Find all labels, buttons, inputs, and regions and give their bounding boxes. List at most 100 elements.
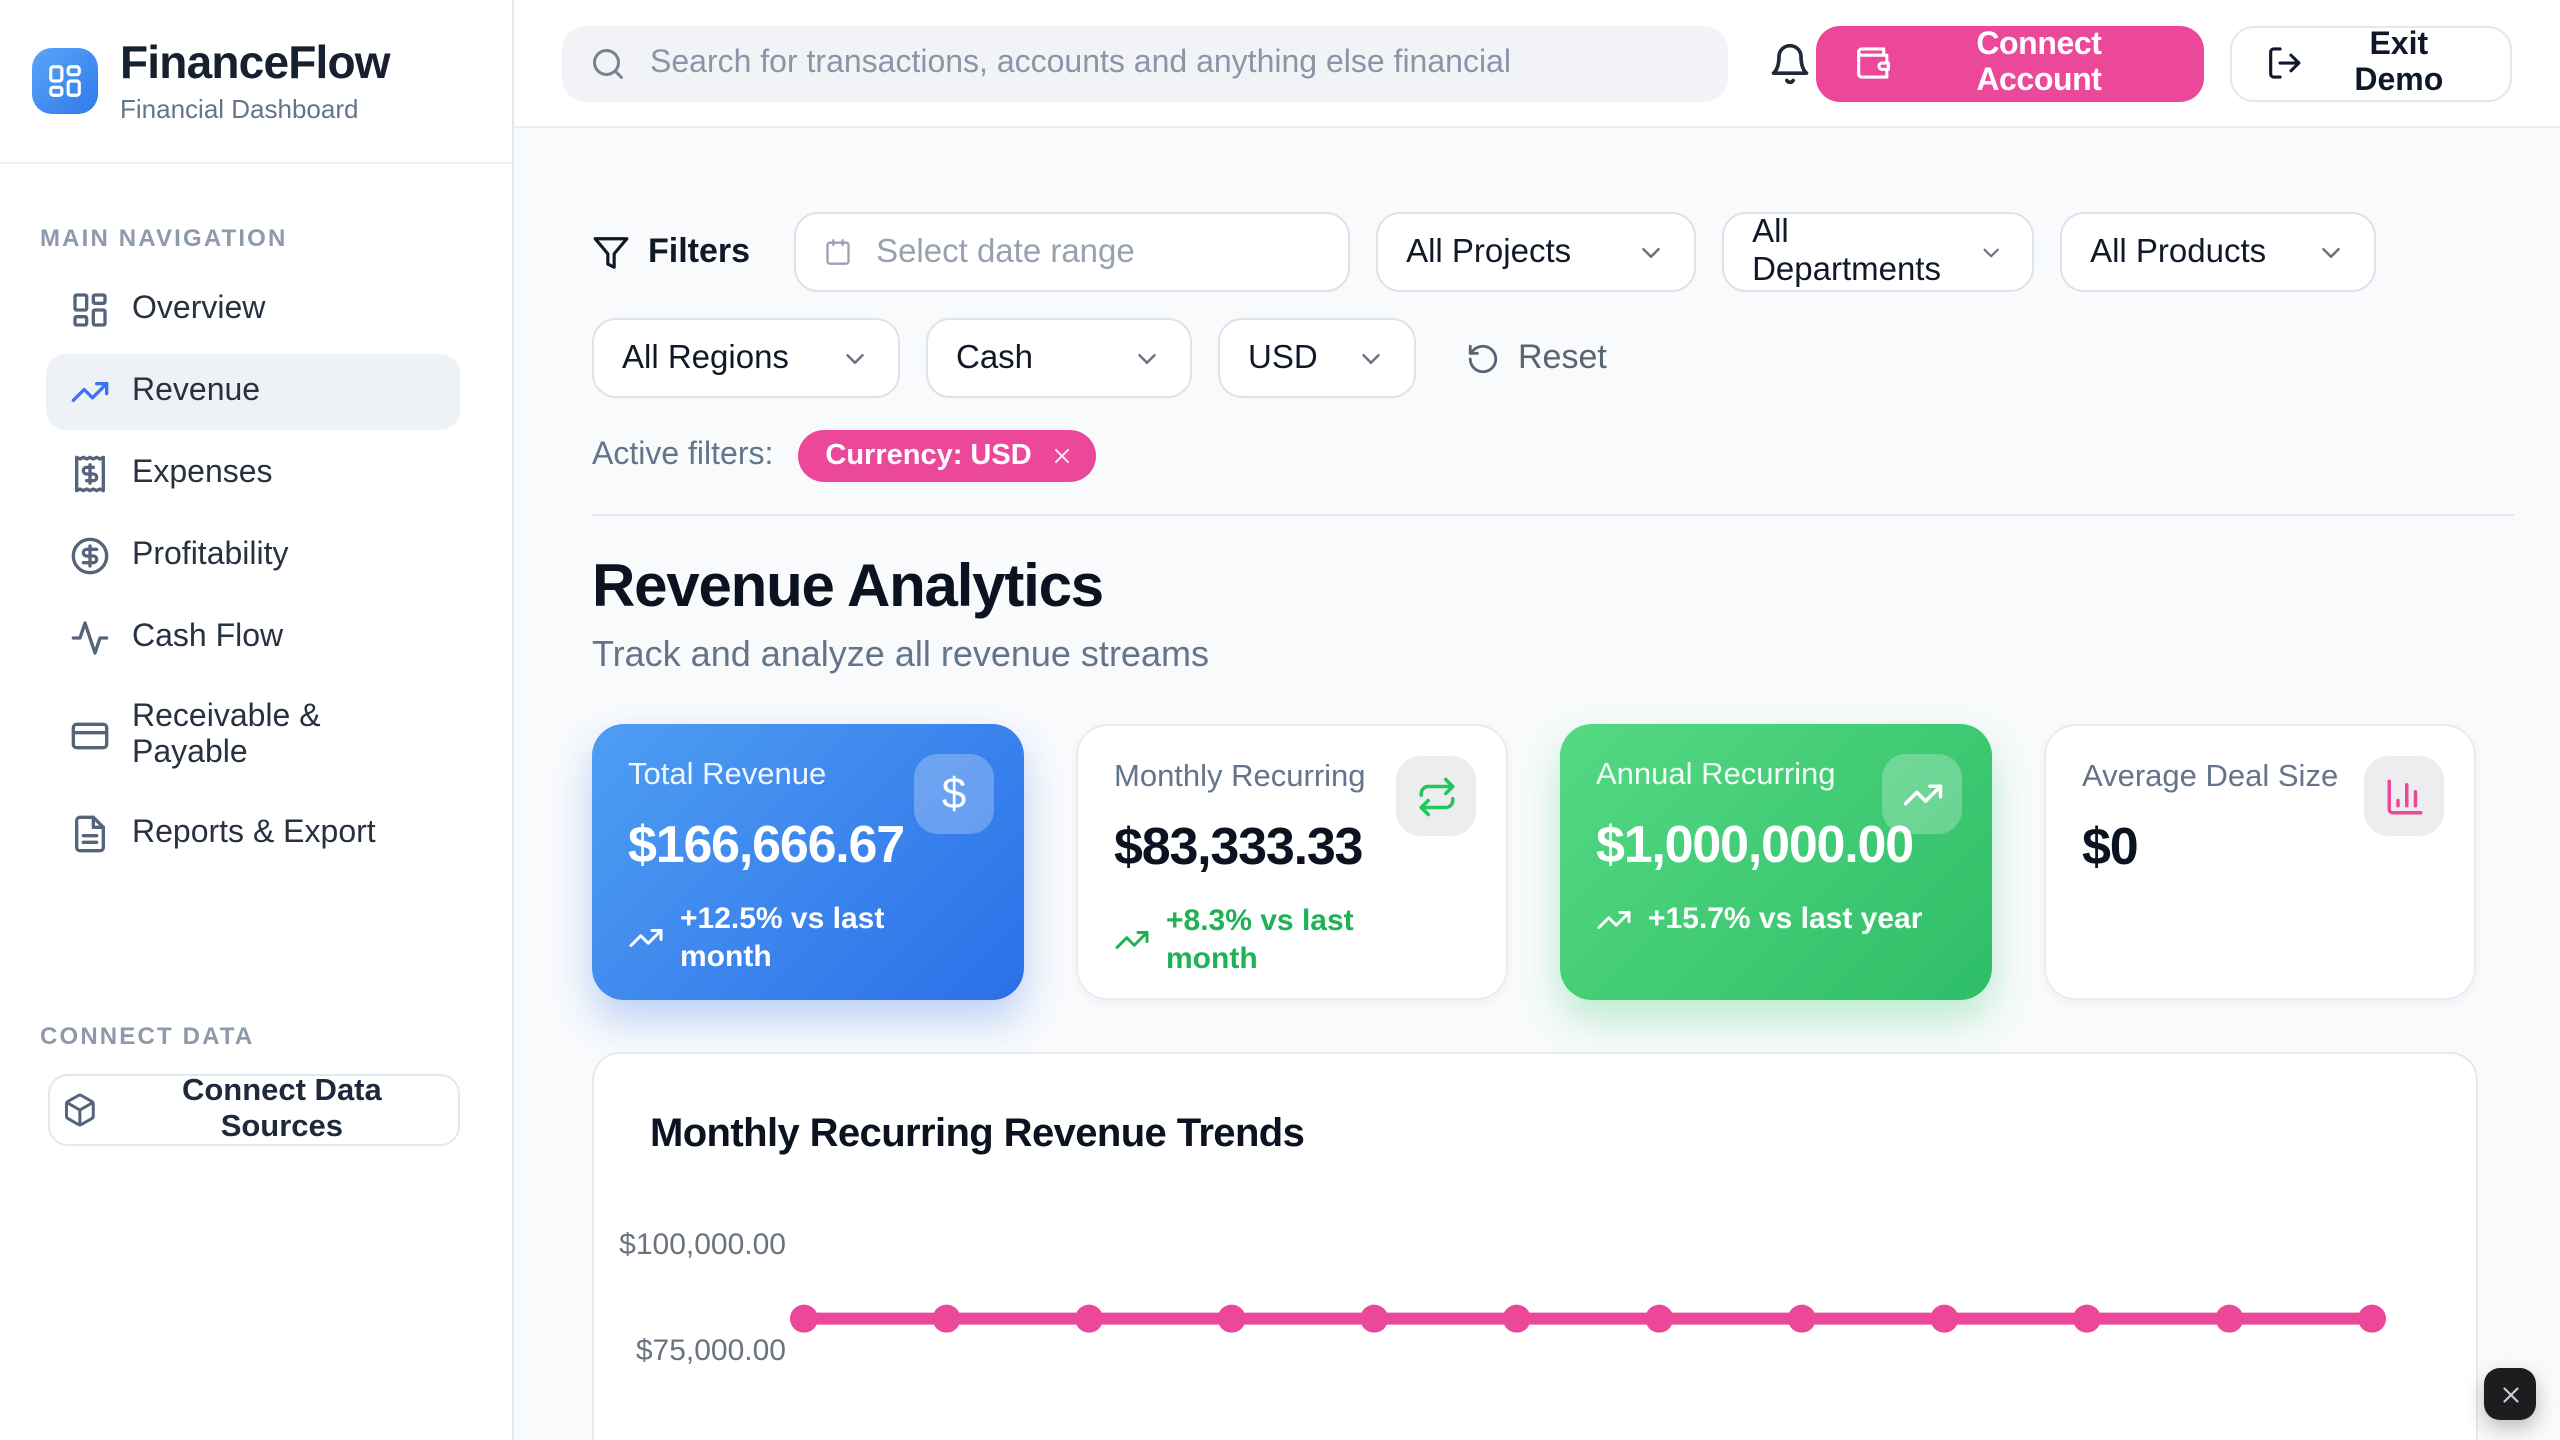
reset-label: Reset [1518,338,1607,376]
brand-text: FinanceFlow Financial Dashboard [120,36,391,124]
metric-trend-text: +15.7% vs last year [1648,902,1923,936]
sidebar-item-overview[interactable]: Overview [46,272,460,348]
reset-filters-button[interactable]: Reset [1466,338,1607,378]
content: Filters All Projects All Departments [514,128,2560,1440]
metric-value: $1,000,000.00 [1596,814,1914,874]
exit-demo-button[interactable]: Exit Demo [2230,25,2512,101]
metric-icon-box: $ [914,754,994,834]
sidebar-item-receivable-payable[interactable]: Receivable & Payable [46,682,460,790]
chip-label: Currency: USD [825,440,1032,472]
metric-trend: +15.7% vs last year [1596,900,1956,938]
search-icon [593,48,623,78]
accounting-basis-select[interactable]: Cash [926,318,1192,398]
file-text-icon [75,815,106,853]
filters-label: Filters [648,232,751,270]
metric-icon-box [1882,754,1962,834]
page-subtitle: Track and analyze all revenue streams [592,634,1209,674]
package-icon [64,1093,95,1127]
sidebar-item-label: Overview [132,292,266,326]
metric-trend: +12.5% vs last month [628,900,988,976]
regions-filter-select[interactable]: All Regions [592,318,900,398]
topbar: Connect Account Exit Demo [514,0,2560,128]
filter-funnel-icon [593,236,629,268]
metric-title: Average Deal Size [2082,760,2339,794]
nav-section-label: MAIN NAVIGATION [40,224,288,252]
trending-up-icon [1115,931,1149,949]
close-icon [2502,1386,2518,1402]
date-range-field[interactable] [794,212,1351,292]
sidebar-item-label: Profitability [132,538,289,572]
search-bar [562,25,1729,101]
trending-up-icon [71,382,109,402]
y-axis-tick: $75,000.00 [635,1334,786,1368]
connect-data-section: CONNECT DATA Connect Data Sources [0,1022,512,1146]
departments-filter-select[interactable]: All Departments [1722,212,2035,292]
trending-up-icon [1597,910,1631,928]
floating-close-button[interactable] [2484,1368,2536,1420]
sidebar-item-profitability[interactable]: Profitability [46,518,460,594]
mrr-trends-card: Monthly Recurring Revenue Trends $100,00… [592,1052,2478,1440]
close-icon[interactable] [1050,444,1074,468]
app-title: FinanceFlow [120,36,391,89]
chevron-down-icon [2322,247,2340,257]
metric-icon-box [2364,756,2444,836]
sidebar-item-label: Revenue [132,374,261,408]
sidebar-item-label: Receivable & Payable [132,700,321,770]
metric-value: $83,333.33 [1114,816,1363,876]
metric-value: $0 [2082,816,2139,876]
y-axis-tick: $100,000.00 [619,1228,786,1262]
bell-icon [1771,42,1809,84]
currency-select[interactable]: USD [1218,318,1416,398]
products-filter-select[interactable]: All Products [2060,212,2377,292]
sidebar-item-cash-flow[interactable]: Cash Flow [46,600,460,676]
chevron-down-icon [1983,247,1999,257]
metric-card-average-deal-size: Average Deal Size $0 [2044,724,2476,1000]
connect-data-sources-button[interactable]: Connect Data Sources [48,1074,460,1146]
chart-title: Monthly Recurring Revenue Trends [650,1112,1305,1156]
notifications-button[interactable] [1764,37,1816,89]
mrr-line-chart: $100,000.00 $75,000.00 [594,1054,2480,1440]
metric-value: $166,666.67 [628,814,905,874]
filters-row-1: Filters All Projects All Departments [592,212,2514,292]
metric-title: Monthly Recurring [1114,760,1366,794]
sidebar-item-label: Cash Flow [132,620,284,654]
departments-filter-value: All Departments [1752,214,1941,288]
date-range-input[interactable] [872,231,1321,273]
metric-trend: +8.3% vs last month [1114,902,1470,978]
app-subtitle: Financial Dashboard [120,93,359,124]
connect-account-button[interactable]: Connect Account [1816,25,2205,101]
page-title: Revenue Analytics [592,554,1104,620]
projects-filter-select[interactable]: All Projects [1376,212,1697,292]
rotate-ccw-icon [1468,343,1498,373]
metric-card-annual-recurring: Annual Recurring $1,000,000.00 +15.7% vs… [1560,724,1992,1000]
accounting-basis-value: Cash [956,339,1034,375]
sidebar-item-label: Reports & Export [132,816,376,850]
sidebar: FinanceFlow Financial Dashboard MAIN NAV… [0,0,514,1440]
layout-dashboard-icon [73,293,107,327]
main-area: Connect Account Exit Demo Filters [514,0,2560,1440]
log-out-icon [2269,47,2301,79]
sidebar-item-revenue[interactable]: Revenue [46,354,460,430]
projects-filter-value: All Projects [1406,233,1572,269]
sidebar-item-reports-export[interactable]: Reports & Export [46,796,460,872]
active-filter-chip-currency[interactable]: Currency: USD [797,430,1096,482]
app-logo-icon [32,48,98,114]
exit-demo-label: Exit Demo [2354,27,2444,97]
metric-icon-box [1396,756,1476,836]
calendar-icon [826,239,850,265]
repeat-icon [1418,776,1454,816]
sidebar-item-label: Expenses [132,456,273,490]
metric-card-total-revenue: Total Revenue $166,666.67 +12.5% vs last… [592,724,1024,1000]
activity-icon [71,621,109,655]
sidebar-item-expenses[interactable]: Expenses [46,436,460,512]
app-logo: FinanceFlow Financial Dashboard [0,0,512,164]
metric-title: Annual Recurring [1596,758,1836,792]
bar-chart-icon [2386,778,2422,814]
connect-section-label: CONNECT DATA [40,1022,255,1050]
chevron-down-icon [1362,353,1380,363]
products-filter-value: All Products [2090,233,2267,269]
connect-data-sources-label: Connect Data Sources [181,1074,382,1144]
mrr-chart-svg [790,1304,2386,1333]
search-input[interactable] [646,43,1701,83]
